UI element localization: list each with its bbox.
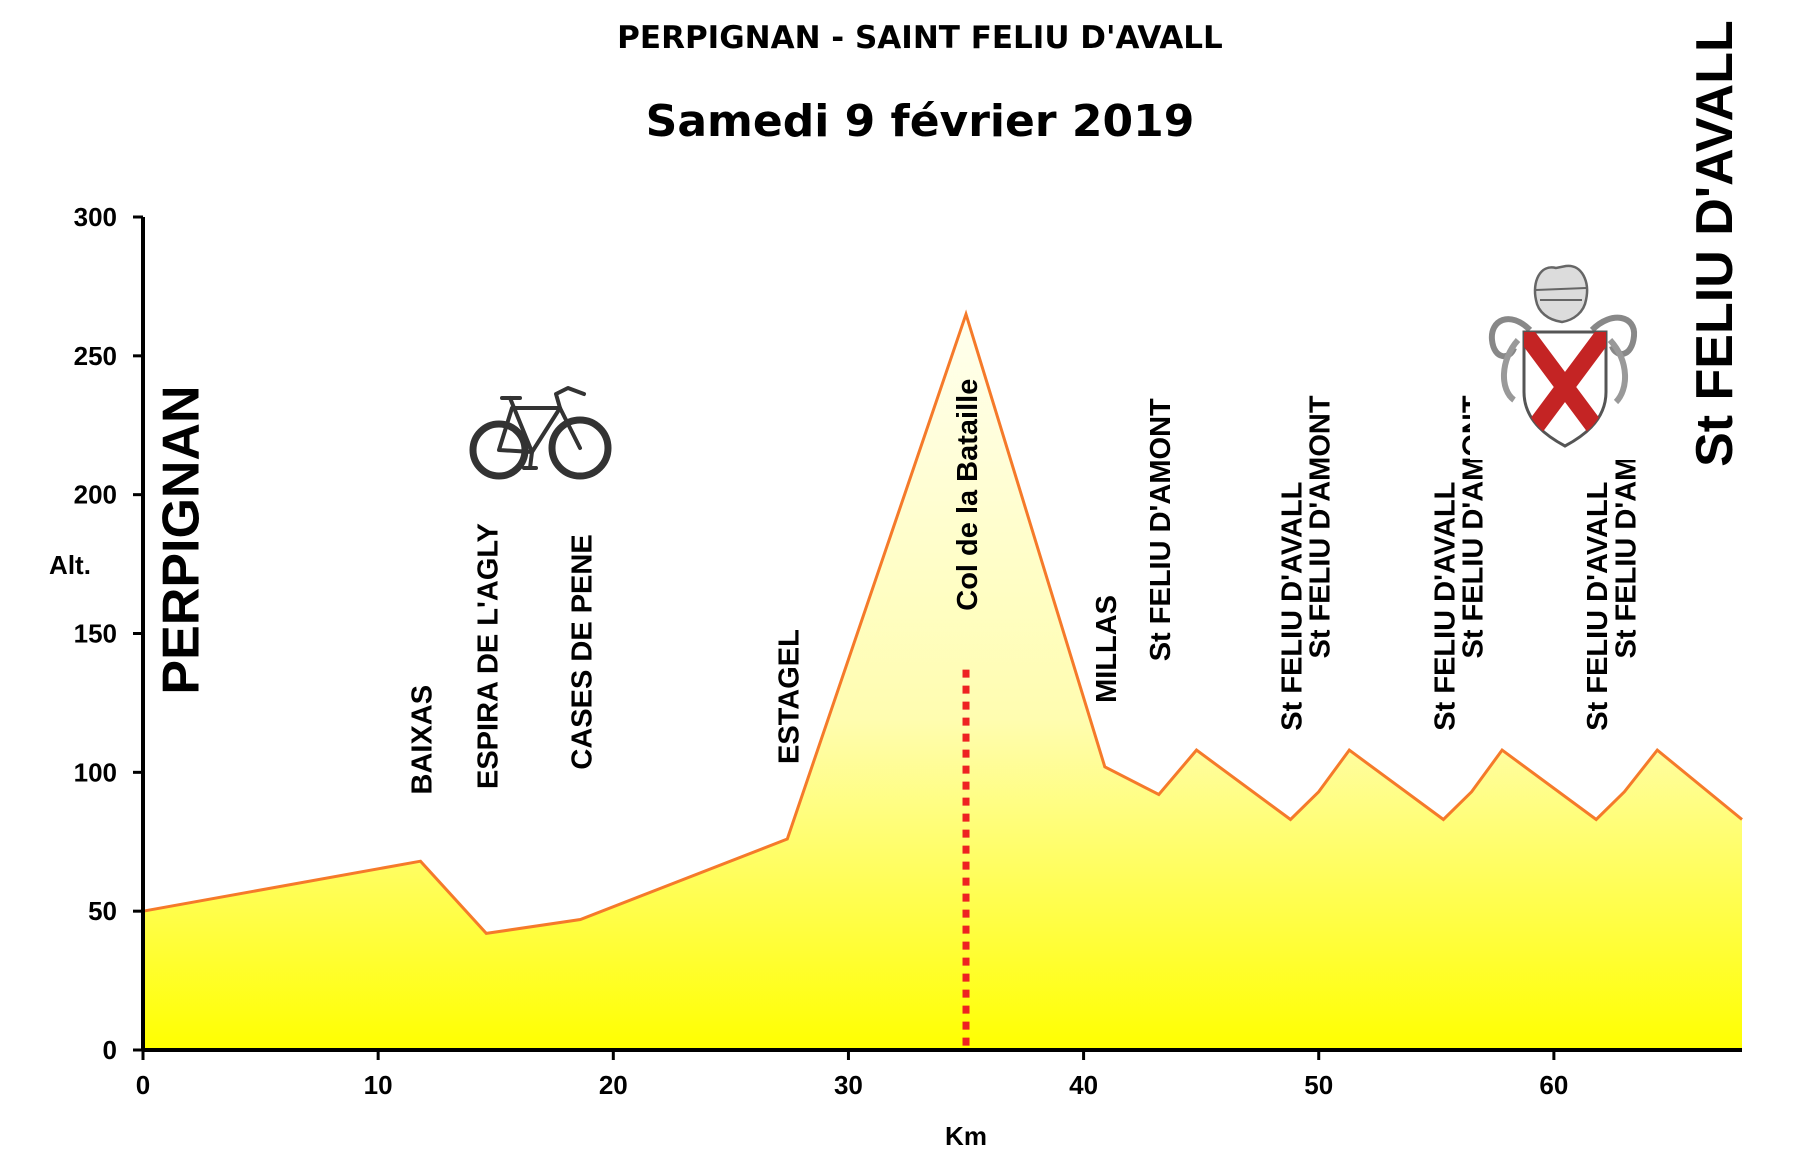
x-tick-label-30: 30 xyxy=(834,1070,863,1100)
annotation-label-8: St FELIU D'AVALL xyxy=(1277,482,1309,731)
y-tick-label-250: 250 xyxy=(74,341,117,371)
chart-subtitle: Samedi 9 février 2019 xyxy=(645,96,1195,147)
annotation-label-9: St FELIU D'AMONT xyxy=(1305,395,1337,658)
annotation-label-12: St FELIU D'AVALL xyxy=(1582,482,1614,731)
annotation-label-14: St FELIU D'AVALL xyxy=(1686,20,1744,467)
elevation-area xyxy=(143,314,1742,1050)
y-tick-label-300: 300 xyxy=(74,202,117,232)
x-axis-label: Km xyxy=(945,1121,987,1151)
line-layer xyxy=(142,309,1743,936)
y-tick-label-100: 100 xyxy=(74,757,117,787)
annotation-label-0: PERPIGNAN xyxy=(153,385,211,694)
bicycle-icon xyxy=(469,386,612,480)
y-tick-label-50: 50 xyxy=(88,896,117,926)
annotation-label-4: ESTAGEL xyxy=(773,629,805,764)
x-tick-label-20: 20 xyxy=(599,1070,628,1100)
y-axis-label: Alt. xyxy=(49,550,91,580)
chart-title: PERPIGNAN - SAINT FELIU D'AVALL xyxy=(617,20,1223,56)
y-tick-label-150: 150 xyxy=(74,619,117,649)
annotation-label-10: St FELIU D'AVALL xyxy=(1429,482,1461,731)
annotation-label-3: CASES DE PENE xyxy=(566,534,598,769)
x-tick-label-10: 10 xyxy=(364,1070,393,1100)
annotation-label-7: St FELIU D'AMONT xyxy=(1145,398,1177,661)
coat-of-arms-icon xyxy=(1470,250,1660,460)
annotation-label-5: Col de la Bataille xyxy=(952,379,984,611)
annotation-label-2: ESPIRA DE L'AGLY xyxy=(472,523,504,789)
x-tick-label-50: 50 xyxy=(1304,1070,1333,1100)
axes-layer: 0 50 100 150 200 250 300 0 10 20 30 40 50 60 Km Alt. xyxy=(49,202,1742,1151)
x-tick-label-0: 0 xyxy=(136,1070,150,1100)
annotation-label-1: BAIXAS xyxy=(407,685,439,795)
x-tick-label-60: 60 xyxy=(1539,1070,1568,1100)
y-tick-label-0: 0 xyxy=(103,1035,117,1065)
area-layer xyxy=(143,314,1742,1050)
x-tick-label-40: 40 xyxy=(1069,1070,1098,1100)
y-tick-label-200: 200 xyxy=(74,480,117,510)
elevation-line xyxy=(142,309,1743,936)
annotation-label-6: MILLAS xyxy=(1091,595,1123,703)
